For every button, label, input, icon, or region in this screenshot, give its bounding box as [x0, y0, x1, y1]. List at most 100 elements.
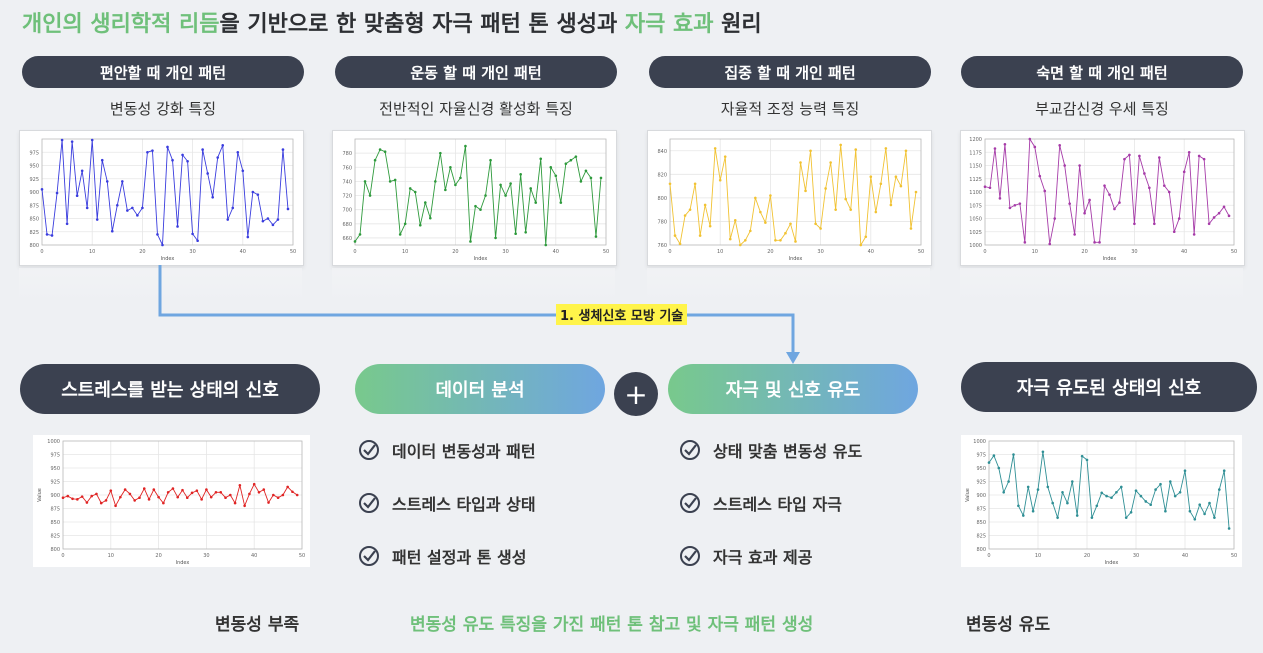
chart-exercise: 660 680 700 720 740 760 780 0 10 20 30 40 50 Index	[332, 130, 617, 266]
data-point	[236, 150, 240, 154]
data-point	[569, 158, 573, 162]
data-point	[157, 495, 160, 499]
data-point	[1124, 516, 1128, 519]
data-point	[99, 501, 103, 505]
x-tick-label: 20	[452, 249, 458, 255]
data-point	[1167, 190, 1171, 194]
data-point	[162, 501, 165, 505]
data-point	[1173, 494, 1177, 498]
pill-relaxed: 편안할 때 개인 패턴	[22, 56, 304, 88]
data-point	[276, 218, 280, 221]
data-point	[1227, 214, 1231, 218]
data-point	[733, 218, 737, 222]
data-point	[1017, 504, 1020, 508]
series-line	[669, 144, 917, 247]
reflection	[332, 268, 615, 302]
data-point	[884, 147, 888, 150]
data-point	[519, 173, 522, 176]
data-point	[246, 235, 250, 239]
data-point	[393, 178, 397, 182]
data-point	[1139, 494, 1143, 498]
pill-sleep: 숙면 할 때 개인 패턴	[961, 56, 1243, 88]
data-point	[185, 496, 189, 499]
data-point	[403, 222, 407, 226]
data-point	[65, 222, 69, 226]
chart-stress-svg: 800 825 850 875 900 925 950 975 1000 0 10 20 30 40 50 I…	[37, 439, 305, 566]
y-tick-label: 900	[29, 190, 39, 196]
data-point	[809, 149, 812, 153]
data-point	[1022, 514, 1025, 517]
chart-relaxed: 800 825 850 875 900 925 950 975 0 10 20 30 40 50 Index	[19, 130, 304, 266]
data-point	[110, 229, 114, 233]
data-point	[1002, 491, 1005, 494]
y-tick-label: 720	[342, 194, 352, 200]
y-tick-label: 850	[29, 217, 39, 223]
data-point	[992, 454, 996, 457]
data-point	[1061, 491, 1064, 494]
data-point	[544, 243, 548, 247]
x-tick-label: 20	[139, 249, 145, 255]
data-point	[909, 227, 913, 230]
data-point	[859, 243, 863, 247]
y-axis-label: Value	[965, 488, 971, 502]
data-point	[156, 233, 159, 236]
data-point	[1208, 501, 1211, 505]
data-point	[1162, 184, 1166, 187]
data-point	[166, 145, 169, 149]
data-point	[1203, 512, 1206, 516]
data-point	[1068, 202, 1071, 205]
data-point	[1048, 242, 1052, 246]
data-point	[738, 243, 742, 247]
data-point	[71, 497, 74, 501]
data-point	[256, 193, 260, 196]
data-point	[1103, 184, 1106, 187]
y-tick-label: 1150	[969, 164, 982, 170]
data-point	[219, 491, 223, 494]
data-point	[703, 203, 707, 207]
data-point	[874, 210, 878, 214]
data-point	[1158, 156, 1161, 159]
data-point	[764, 221, 767, 224]
data-point	[1222, 205, 1226, 209]
data-point	[1134, 489, 1138, 492]
data-point	[216, 156, 219, 159]
list-item: 데이터 변동성과 패턴	[358, 438, 536, 462]
data-point	[1041, 450, 1045, 454]
series-line	[41, 140, 289, 246]
sub-focus: 자율적 조정 능력 특징	[720, 100, 860, 118]
data-point	[195, 489, 199, 492]
data-point	[1012, 453, 1015, 456]
x-tick-label: 50	[603, 249, 609, 255]
data-point	[1154, 488, 1157, 491]
data-point	[997, 466, 1001, 470]
data-point	[128, 492, 132, 496]
data-point	[1159, 482, 1162, 486]
data-point	[849, 208, 853, 211]
list-item: 자극 효과 제공	[679, 544, 812, 568]
data-point	[429, 216, 432, 220]
data-point	[1128, 153, 1131, 157]
chart-focus: 760 780 800 820 840 0 10 20 30 40 50 Index	[647, 130, 932, 266]
data-point	[889, 203, 893, 207]
data-point	[879, 182, 883, 186]
data-point	[190, 491, 194, 495]
data-point	[80, 495, 84, 498]
x-axis-label: Index	[1105, 560, 1119, 566]
data-point	[266, 217, 270, 220]
data-point	[1071, 480, 1074, 483]
data-point	[524, 230, 527, 234]
reflection	[647, 268, 930, 302]
data-point	[171, 158, 174, 162]
data-point	[151, 149, 154, 152]
data-point	[80, 169, 84, 173]
chart-exercise-svg: 660 680 700 720 740 760 780 0 10 20 30 40 50 Index	[342, 138, 609, 262]
data-point	[45, 233, 49, 236]
data-point	[176, 225, 179, 228]
data-point	[683, 214, 687, 217]
data-point	[1164, 509, 1167, 513]
data-point	[549, 165, 553, 169]
sub-sleep: 부교감신경 우세 특징	[1035, 100, 1169, 118]
data-point	[209, 495, 213, 499]
data-point	[1133, 222, 1136, 226]
data-point	[499, 183, 502, 187]
